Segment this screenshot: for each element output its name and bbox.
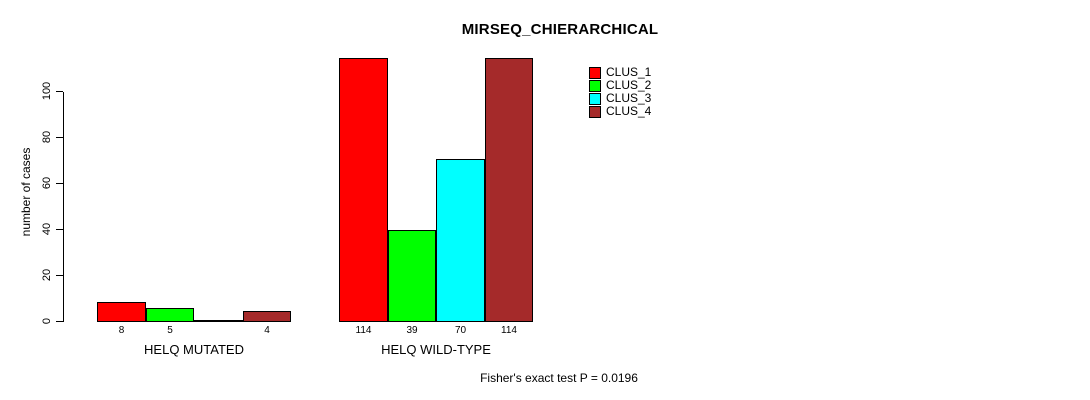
legend-item: CLUS_3 bbox=[589, 92, 651, 105]
statistics-annotation: Fisher's exact test P = 0.0196 bbox=[480, 371, 638, 385]
legend-item: CLUS_2 bbox=[589, 79, 651, 92]
legend-color-swatch bbox=[589, 66, 601, 79]
y-axis-tick-label: 60 bbox=[41, 176, 53, 190]
legend-item: CLUS_4 bbox=[589, 105, 651, 118]
y-axis-tick-label: 20 bbox=[41, 268, 53, 282]
bar-clus-2 bbox=[388, 230, 436, 322]
bar-value-label: 5 bbox=[167, 325, 173, 336]
legend-color-swatch bbox=[589, 92, 601, 105]
legend-label: CLUS_3 bbox=[606, 91, 652, 105]
y-axis-title: number of cases bbox=[19, 147, 33, 237]
bar-value-label: 39 bbox=[406, 325, 418, 336]
legend-label: CLUS_4 bbox=[606, 104, 652, 118]
x-group-label: HELQ MUTATED bbox=[144, 342, 244, 357]
legend-label: CLUS_1 bbox=[606, 65, 652, 79]
bar-clus-3 bbox=[194, 320, 243, 322]
bar-value-label: 114 bbox=[501, 325, 517, 336]
legend: CLUS_1 CLUS_2 CLUS_3 CLUS_4 bbox=[589, 66, 651, 118]
bar-clus-3 bbox=[436, 159, 485, 322]
y-axis-tick bbox=[56, 229, 63, 230]
bar-value-label: 4 bbox=[264, 325, 270, 336]
y-axis-tick-label: 0 bbox=[41, 317, 53, 325]
y-axis-tick-label: 80 bbox=[41, 130, 53, 144]
legend-item: CLUS_1 bbox=[589, 66, 651, 79]
bar-clus-4 bbox=[485, 58, 533, 322]
y-axis-tick-label: 40 bbox=[41, 222, 53, 236]
y-axis-tick bbox=[56, 183, 63, 184]
legend-color-swatch bbox=[589, 105, 601, 118]
y-axis-line bbox=[63, 92, 64, 322]
y-axis-tick bbox=[56, 91, 63, 92]
bar-value-label: 8 bbox=[118, 325, 125, 336]
y-axis-tick bbox=[56, 137, 63, 138]
bar-value-label: 70 bbox=[454, 325, 467, 336]
y-axis-tick bbox=[56, 275, 63, 276]
chart-title: MIRSEQ_CHIERARCHICAL bbox=[461, 21, 659, 38]
bar-clus-1 bbox=[97, 302, 146, 322]
y-axis-tick bbox=[56, 321, 63, 322]
legend-color-swatch bbox=[589, 79, 601, 92]
legend-label: CLUS_2 bbox=[606, 78, 652, 92]
bar-value-label: 114 bbox=[355, 325, 372, 336]
bar-clus-4 bbox=[243, 311, 291, 322]
bar-clus-1 bbox=[339, 58, 388, 322]
y-axis-tick-label: 100 bbox=[41, 81, 53, 101]
bar-clus-2 bbox=[146, 308, 194, 322]
x-group-label: HELQ WILD-TYPE bbox=[381, 342, 491, 357]
